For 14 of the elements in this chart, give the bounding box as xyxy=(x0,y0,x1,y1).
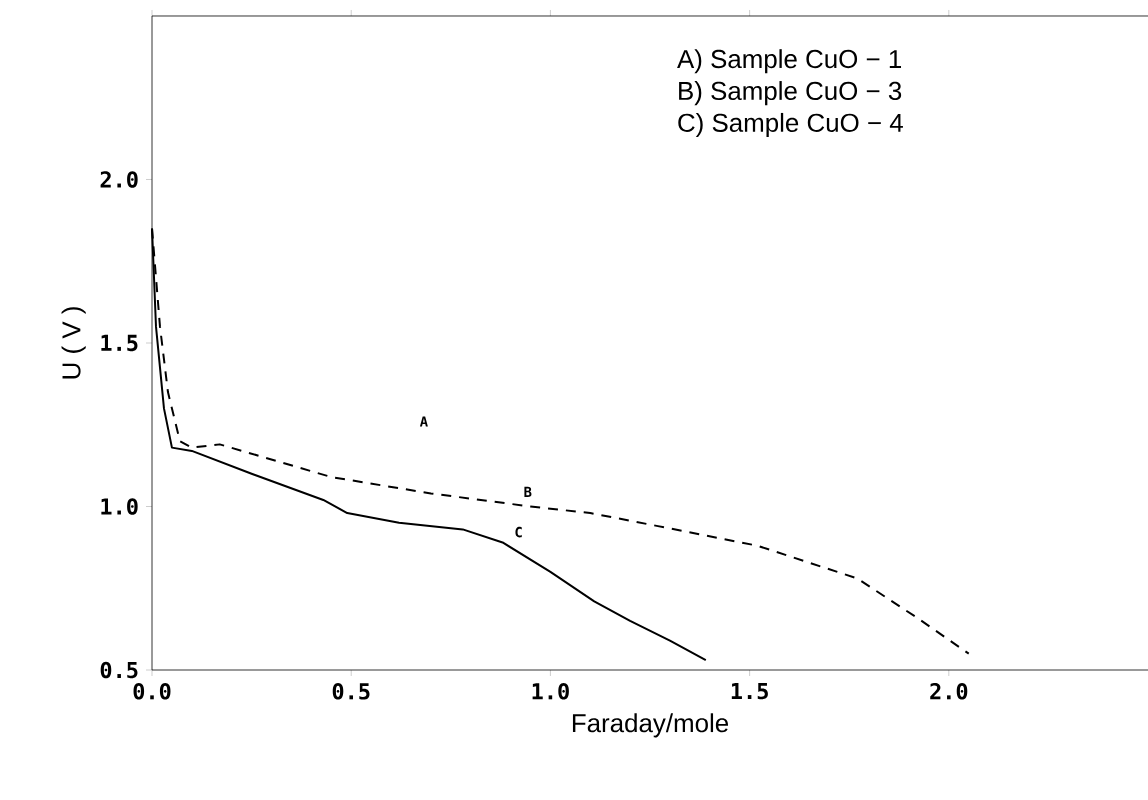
y-tick-label: 2.0 xyxy=(100,171,138,188)
y-tick-label: 1.5 xyxy=(101,334,138,352)
annotation: B) Sample CuO − 3 xyxy=(679,81,902,106)
x-tick-label: 1.5 xyxy=(731,683,768,700)
y-axis-title: U ( V ) xyxy=(61,307,86,379)
y-tick-label: 1.0 xyxy=(101,498,138,515)
annotation: C) Sample CuO − 4 xyxy=(678,112,903,138)
annotation: A) Sample CuO − 1 xyxy=(677,49,902,74)
x-tick-label: 2.0 xyxy=(930,683,968,700)
x-tick-label: 0.5 xyxy=(332,683,370,700)
y-tick-label: 0.5 xyxy=(100,661,138,679)
x-tick-label: 1.0 xyxy=(532,683,569,700)
x-tick-label: 0.0 xyxy=(133,683,171,700)
x-axis-title: Faraday/mole xyxy=(572,713,729,738)
